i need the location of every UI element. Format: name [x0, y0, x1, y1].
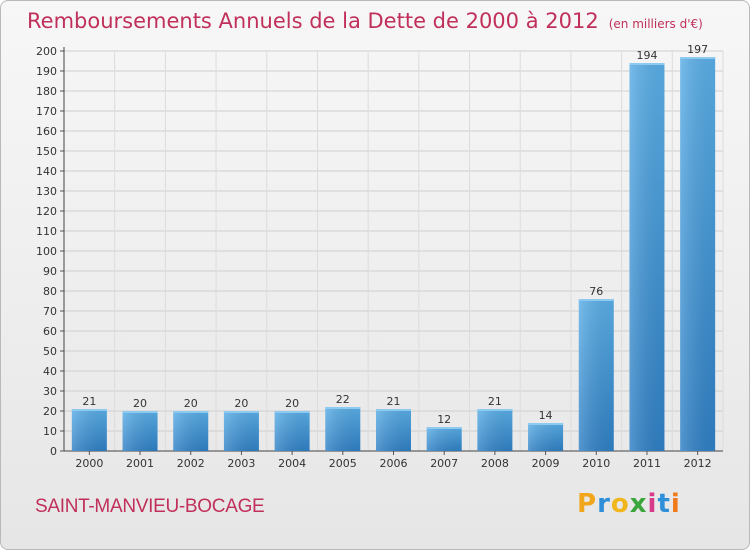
- data-label: 22: [336, 393, 350, 406]
- x-tick-label: 2003: [227, 457, 255, 470]
- data-label: 20: [133, 397, 147, 410]
- bar-shade: [680, 57, 716, 451]
- logo-letter: x: [629, 489, 648, 519]
- data-label: 20: [184, 397, 198, 410]
- bar-shade: [122, 411, 158, 451]
- x-tick-label: 2011: [633, 457, 661, 470]
- bar-cap: [71, 409, 107, 411]
- bar-cap: [680, 57, 716, 59]
- bar-cap: [528, 423, 564, 425]
- y-tick-label: 150: [36, 145, 57, 158]
- y-tick-label: 180: [36, 85, 57, 98]
- y-tick-label: 130: [36, 185, 57, 198]
- y-tick-label: 50: [43, 345, 57, 358]
- x-tick-label: 2004: [278, 457, 306, 470]
- bar-shade: [173, 411, 209, 451]
- logo-letter: i: [670, 489, 681, 519]
- logo-letter: i: [647, 489, 658, 519]
- bar-cap: [223, 411, 259, 413]
- data-label: 194: [636, 49, 657, 62]
- y-tick-label: 140: [36, 165, 57, 178]
- chart-unit-label: (en milliers d'€): [608, 17, 703, 31]
- x-tick-label: 2010: [582, 457, 610, 470]
- bar-shade: [71, 409, 107, 451]
- x-tick-label: 2001: [126, 457, 154, 470]
- bar-shade: [426, 427, 462, 451]
- y-tick-label: 10: [43, 425, 57, 438]
- y-tick-label: 200: [36, 45, 57, 58]
- logo-letter: P: [577, 489, 598, 519]
- x-tick-label: 2002: [177, 457, 205, 470]
- bar-cap: [274, 411, 310, 413]
- y-tick-label: 40: [43, 365, 57, 378]
- proxiti-logo: Proxiti: [577, 489, 681, 519]
- grid-lines: [63, 50, 724, 452]
- bar-shade: [325, 407, 361, 451]
- bar-cap: [477, 409, 513, 411]
- bar-shade: [629, 63, 665, 451]
- x-tick-label: 2005: [329, 457, 357, 470]
- chart-title-text: Remboursements Annuels de la Dette de 20…: [27, 9, 599, 33]
- x-tick-label: 2007: [430, 457, 458, 470]
- y-tick-label: 20: [43, 405, 57, 418]
- data-label: 14: [539, 409, 553, 422]
- x-tick-label: 2012: [684, 457, 712, 470]
- data-label: 21: [488, 395, 502, 408]
- bar-shade: [274, 411, 310, 451]
- x-tick-label: 2009: [532, 457, 560, 470]
- commune-name: SAINT-MANVIEU-BOCAGE: [35, 496, 265, 517]
- y-tick-label: 160: [36, 125, 57, 138]
- y-tick-label: 100: [36, 245, 57, 258]
- y-tick-label: 120: [36, 205, 57, 218]
- chart-title: Remboursements Annuels de la Dette de 20…: [27, 9, 703, 33]
- y-tick-label: 80: [43, 285, 57, 298]
- bar-shade: [578, 299, 614, 451]
- data-label: 197: [687, 43, 708, 56]
- logo-letter: o: [610, 489, 630, 519]
- y-tick-label: 190: [36, 65, 57, 78]
- x-tick-label: 2006: [380, 457, 408, 470]
- bar-shade: [477, 409, 513, 451]
- data-labels: 21 20 20 20 20 22 21 12 21 14 76 194 197: [82, 43, 708, 426]
- data-label: 76: [589, 285, 603, 298]
- bars: [71, 57, 716, 451]
- bar-shade: [223, 411, 259, 451]
- bar-shade: [528, 423, 564, 451]
- y-tick-label: 170: [36, 105, 57, 118]
- y-tick-label: 0: [50, 445, 57, 458]
- y-tick-label: 30: [43, 385, 57, 398]
- bar-cap: [426, 427, 462, 429]
- x-tick-label: 2008: [481, 457, 509, 470]
- logo-letter: t: [657, 489, 671, 519]
- y-tick-label: 70: [43, 305, 57, 318]
- bar-cap: [578, 299, 614, 301]
- bar-cap: [122, 411, 158, 413]
- y-tick-label: 60: [43, 325, 57, 338]
- data-label: 20: [234, 397, 248, 410]
- data-label: 21: [387, 395, 401, 408]
- x-tick-label: 2000: [75, 457, 103, 470]
- data-label: 12: [437, 413, 451, 426]
- bar-cap: [173, 411, 209, 413]
- bar-cap: [325, 407, 361, 409]
- data-label: 21: [82, 395, 96, 408]
- bar-shade: [376, 409, 411, 451]
- y-tick-label: 110: [36, 225, 57, 238]
- logo-letter: r: [597, 489, 611, 519]
- data-label: 20: [285, 397, 299, 410]
- bar-cap: [376, 409, 411, 411]
- y-tick-label: 90: [43, 265, 57, 278]
- bar-cap: [629, 63, 665, 65]
